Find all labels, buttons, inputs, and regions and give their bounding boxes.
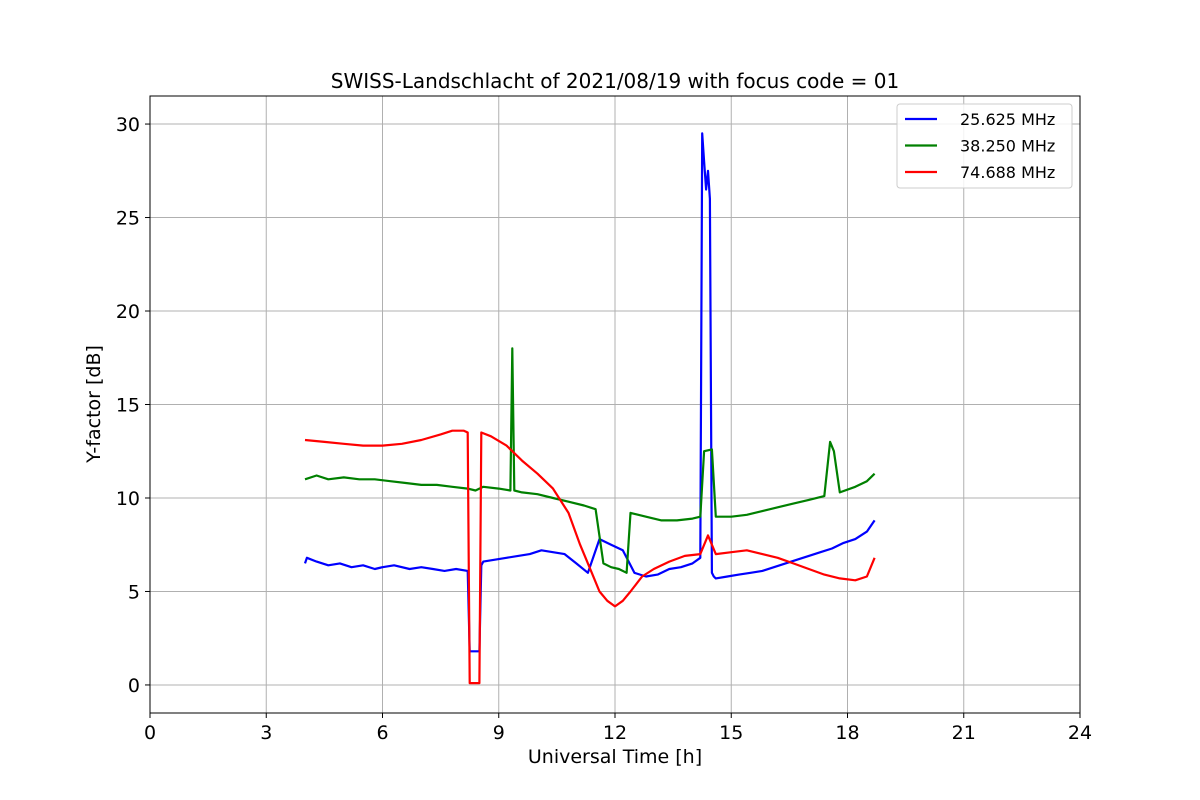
x-tick-label: 9	[493, 722, 505, 744]
x-tick-label: 6	[376, 722, 388, 744]
y-tick-label: 5	[128, 581, 140, 603]
y-axis: 0 5 10 15 20 25 30	[116, 114, 150, 697]
legend-label: 25.625 MHz	[960, 110, 1055, 129]
grid	[150, 96, 1080, 713]
x-tick-label: 3	[260, 722, 272, 744]
series-line-2	[304, 347, 876, 574]
x-tick-label: 12	[603, 722, 627, 744]
series-layer	[303, 132, 876, 685]
y-tick-label: 0	[128, 675, 140, 697]
legend: 25.625 MHz 38.250 MHz 74.688 MHz	[896, 103, 1073, 189]
legend-label: 38.250 MHz	[960, 137, 1055, 156]
legend-box	[896, 103, 1073, 189]
y-tick-label: 10	[116, 488, 140, 510]
y-tick-label: 30	[116, 114, 140, 136]
x-tick-label: 24	[1068, 722, 1092, 744]
y-axis-title: Y-factor [dB]	[83, 345, 105, 464]
x-tick-label: 18	[835, 722, 859, 744]
x-axis-title: Universal Time [h]	[528, 746, 702, 768]
chart-title: SWISS-Landschlacht of 2021/08/19 with fo…	[331, 69, 899, 93]
legend-label: 74.688 MHz	[960, 163, 1055, 182]
x-tick-label: 21	[952, 722, 976, 744]
x-tick-label: 15	[719, 722, 743, 744]
series-line-1	[303, 132, 876, 653]
x-axis: 0 3 6 9 12 15 18 21 24	[144, 713, 1092, 744]
x-tick-label: 0	[144, 722, 156, 744]
y-tick-label: 25	[116, 208, 140, 230]
y-tick-label: 20	[116, 301, 140, 323]
y-tick-label: 15	[116, 395, 140, 417]
series-line-3	[304, 429, 876, 685]
